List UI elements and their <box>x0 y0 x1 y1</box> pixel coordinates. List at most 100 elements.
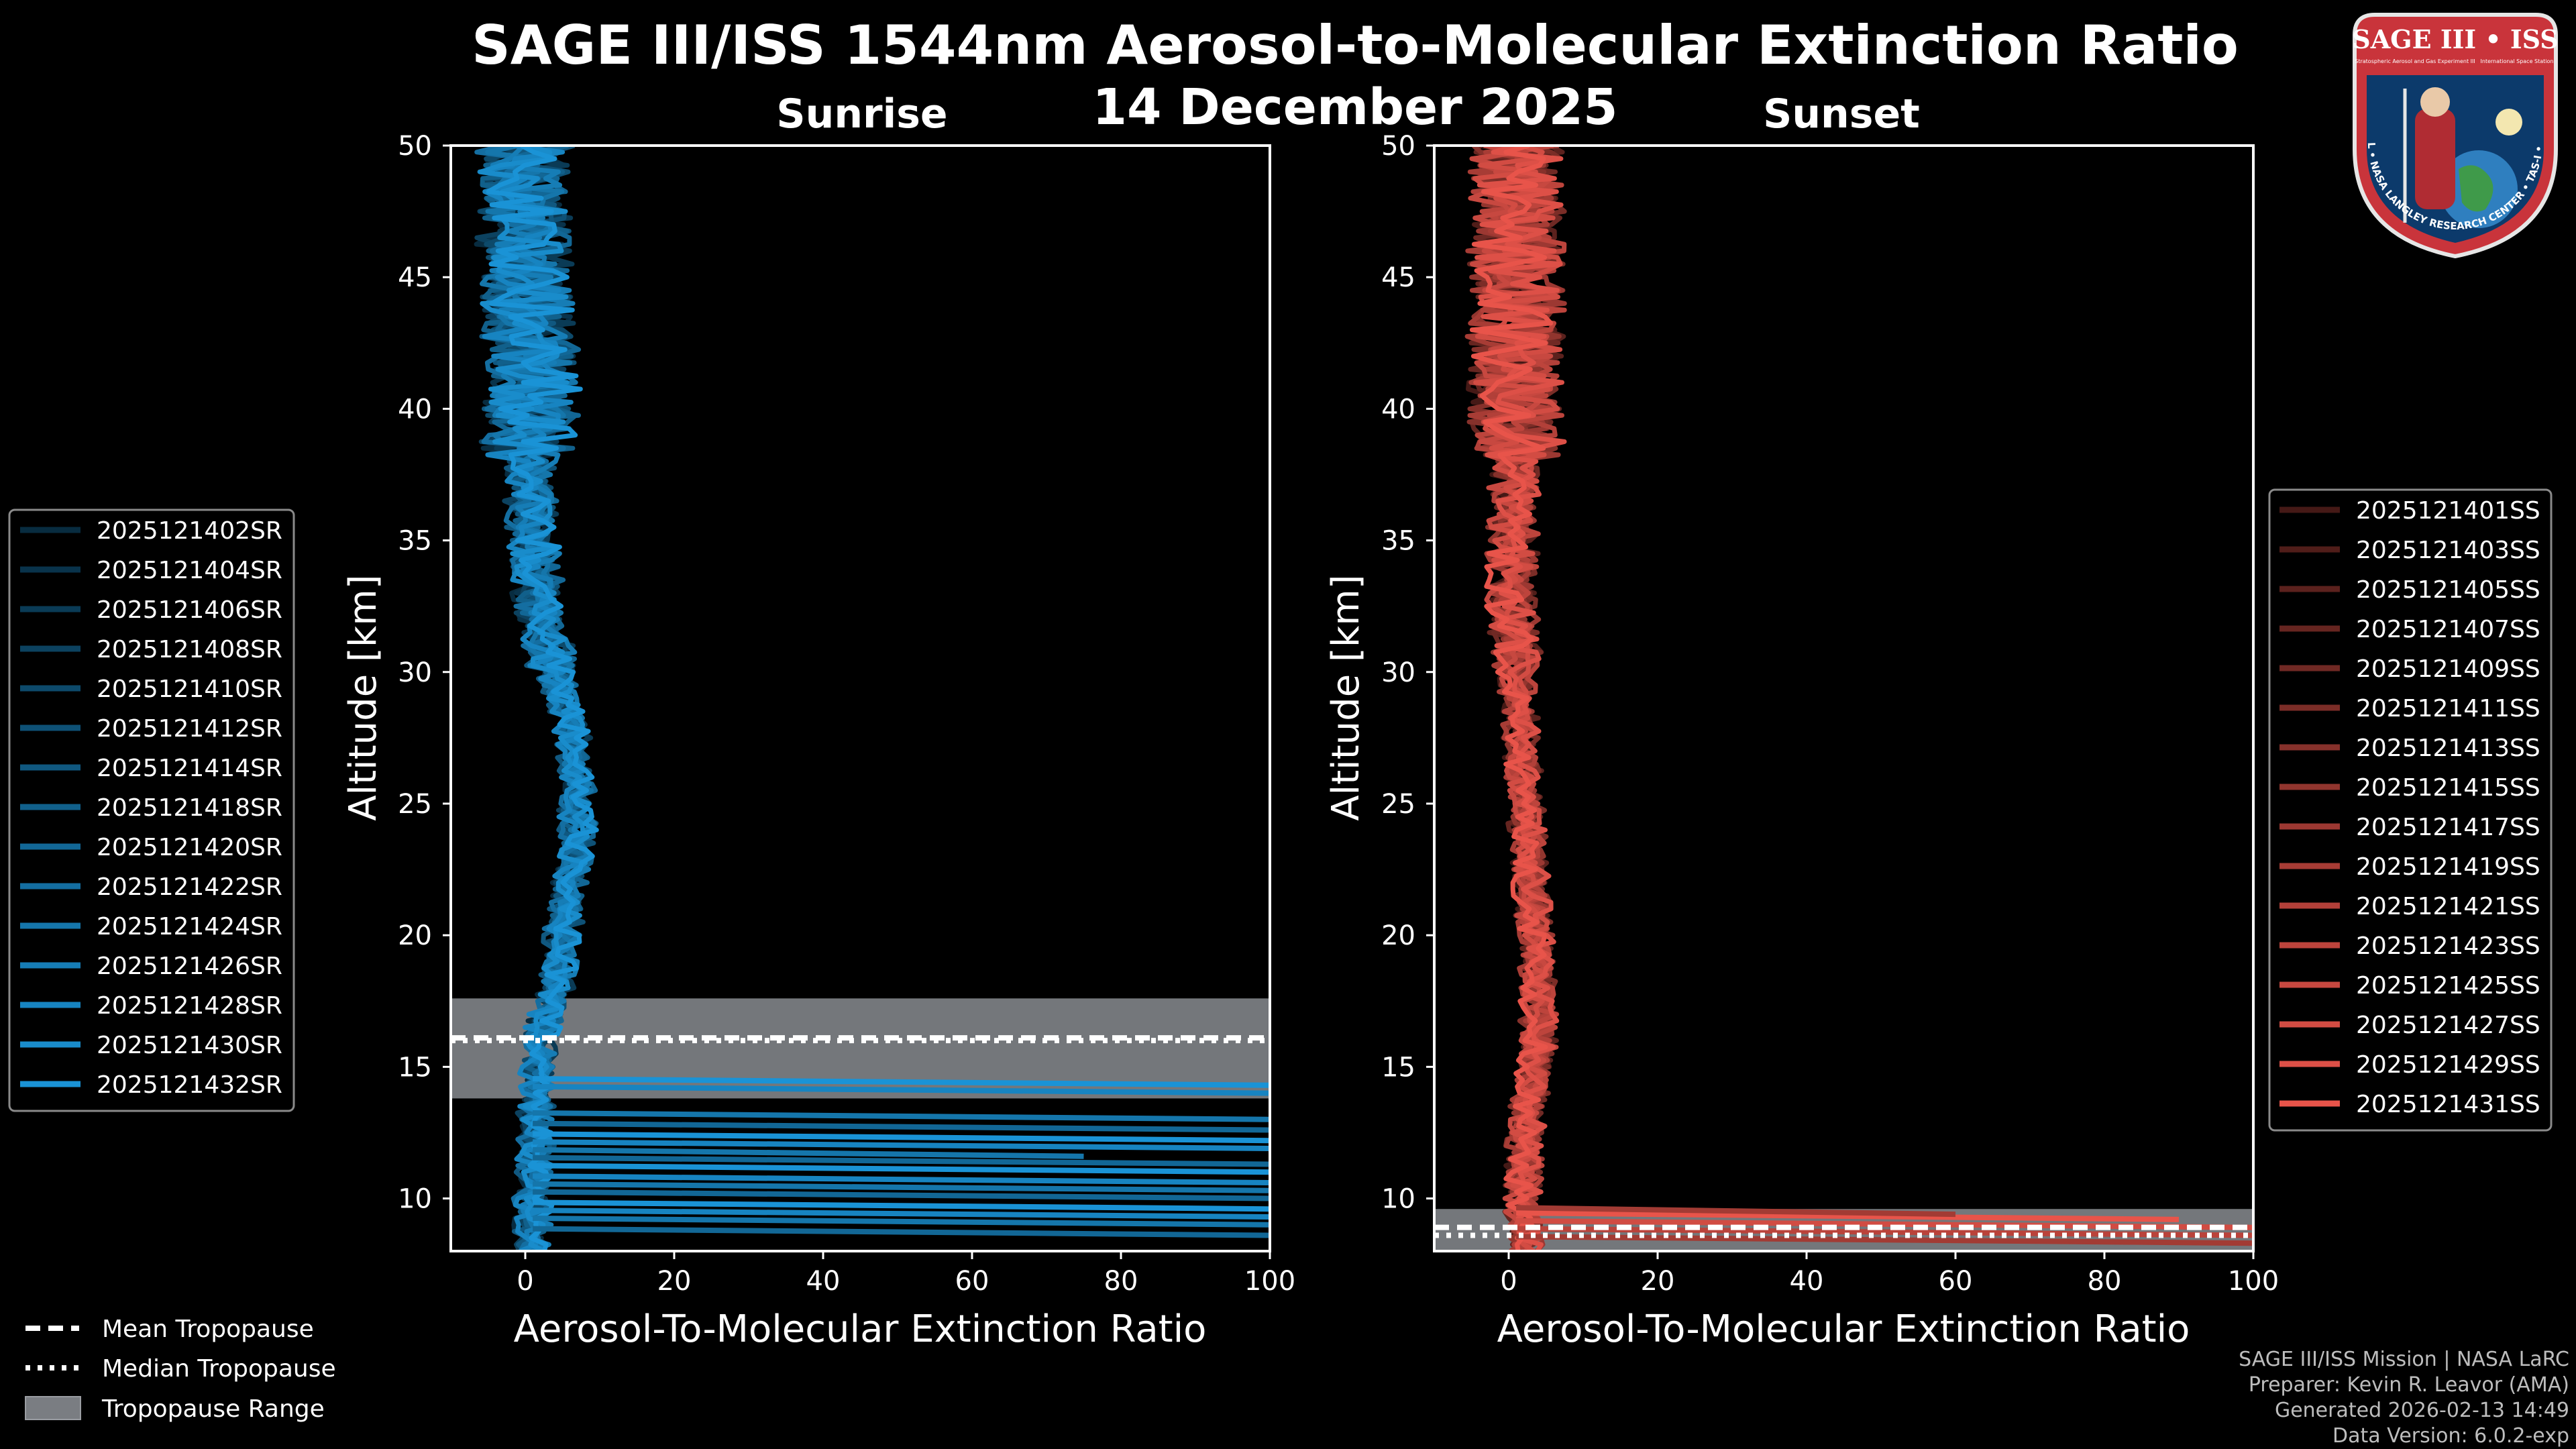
legend-label-2025121402SR: 2025121402SR <box>97 517 282 545</box>
y-tick-label: 40 <box>398 394 432 425</box>
x-tick-label: 100 <box>1244 1266 1295 1297</box>
logo-figure-head <box>2420 87 2450 117</box>
chart-title: SAGE III/ISS 1544nm Aerosol-to-Molecular… <box>472 14 2239 76</box>
profile-spike <box>533 1120 1270 1133</box>
y-tick-label: 25 <box>398 789 432 820</box>
credit-mission: SAGE III/ISS Mission | NASA LaRC <box>2239 1348 2569 1371</box>
y-tick-label: 25 <box>1381 789 1415 820</box>
y-tick-label: 30 <box>1381 657 1415 688</box>
legend-label-2025121419SS: 2025121419SS <box>2356 853 2540 881</box>
x-tick-label: 80 <box>1104 1266 1138 1297</box>
sunset-ticks: 0 20 40 60 80 100 10 15 20 25 30 35 40 45 50 <box>1381 131 2279 1297</box>
x-tick-label: 100 <box>2228 1266 2279 1297</box>
y-tick-label: 10 <box>398 1184 432 1215</box>
legend-label-2025121431SS: 2025121431SS <box>2356 1091 2540 1118</box>
profile-spike <box>1516 1210 2180 1222</box>
legend-label-2025121403SS: 2025121403SS <box>2356 537 2540 564</box>
sunrise-x-axis-label: Aerosol-To-Molecular Extinction Ratio <box>514 1307 1207 1351</box>
sage-iii-iss-logo: SAGE III • ISS Stratospheric Aerosol and… <box>2341 8 2559 259</box>
legend-label-2025121421SS: 2025121421SS <box>2356 893 2540 920</box>
sunset-legend-box <box>2268 488 2553 1132</box>
logo-title: SAGE III • ISS <box>2352 24 2558 54</box>
y-tick-label: 40 <box>1381 394 1415 425</box>
sunset-x-axis-label: Aerosol-To-Molecular Extinction Ratio <box>1497 1307 2190 1351</box>
profile-spike <box>533 1181 1270 1193</box>
logo-subtitle-2: International Space Station <box>2481 58 2554 64</box>
y-tick-label: 35 <box>1381 526 1415 557</box>
x-tick-label: 60 <box>1939 1266 1973 1297</box>
profile-spike <box>1516 1234 2253 1246</box>
tropopause-range-label: Tropopause Range <box>101 1395 325 1423</box>
legend-label-2025121429SS: 2025121429SS <box>2356 1051 2540 1079</box>
legend-label-2025121417SS: 2025121417SS <box>2356 814 2540 841</box>
tropopause-legend: Mean Tropopause Median Tropopause Tropop… <box>25 1316 336 1423</box>
y-tick-label: 50 <box>1381 131 1415 162</box>
x-tick-label: 80 <box>2088 1266 2122 1297</box>
y-tick-label: 35 <box>398 526 432 557</box>
chart-subtitle: 14 December 2025 <box>1093 78 1618 136</box>
legend-label-2025121411SS: 2025121411SS <box>2356 695 2540 722</box>
credit-data-version: Data Version: 6.0.2-exp <box>2332 1424 2569 1448</box>
legend-label-2025121414SR: 2025121414SR <box>97 755 282 782</box>
profile-spike <box>1516 1226 2253 1238</box>
sunset-profiles <box>1464 146 2253 1251</box>
profile-spike <box>533 1131 1270 1144</box>
credits: SAGE III/ISS Mission | NASA LaRC Prepare… <box>2239 1348 2569 1448</box>
legend-label-2025121413SS: 2025121413SS <box>2356 735 2540 762</box>
legend-label-2025121422SR: 2025121422SR <box>97 873 282 901</box>
profile-spike <box>533 1146 1084 1159</box>
x-tick-label: 0 <box>1500 1266 1517 1297</box>
profile-spike <box>533 1155 1270 1167</box>
legend-label-2025121409SS: 2025121409SS <box>2356 655 2540 683</box>
sunrise-axes-frame <box>449 144 1271 1252</box>
profile-spike <box>533 1163 1270 1175</box>
panel-title-sunset: Sunset <box>1763 91 1920 138</box>
profile-spike <box>533 1189 1270 1201</box>
legend-label-2025121423SS: 2025121423SS <box>2356 932 2540 960</box>
legend-label-2025121405SS: 2025121405SS <box>2356 576 2540 604</box>
profile-spike <box>533 1173 1270 1185</box>
legend-label-2025121418SR: 2025121418SR <box>97 794 282 822</box>
profile-line-2025121426SR <box>489 146 597 1251</box>
profile-spike <box>533 1216 1270 1228</box>
panel-title-sunrise: Sunrise <box>776 91 947 138</box>
legend-label-2025121408SR: 2025121408SR <box>97 636 282 663</box>
sunset-y-axis-label: Altitude [km] <box>1324 574 1368 820</box>
y-tick-label: 15 <box>1381 1052 1415 1083</box>
y-tick-label: 50 <box>398 131 432 162</box>
sunrise-legend: 2025121402SR 2025121404SR 2025121406SR 2025… <box>8 508 295 1112</box>
legend-label-2025121432SR: 2025121432SR <box>97 1071 282 1099</box>
profile-spike <box>533 1076 1270 1088</box>
logo-continent <box>2459 165 2493 212</box>
y-tick-label: 20 <box>1381 920 1415 951</box>
logo-subtitle-1: Stratospheric Aerosol and Gas Experiment… <box>2355 58 2475 64</box>
mean-tropopause-label: Mean Tropopause <box>102 1316 314 1343</box>
sunset-tropopause-lines <box>1434 1224 2253 1238</box>
y-tick-label: 45 <box>398 262 432 293</box>
sunrise-legend-box <box>8 508 295 1112</box>
x-tick-label: 40 <box>806 1266 841 1297</box>
legend-label-2025121424SR: 2025121424SR <box>97 913 282 941</box>
legend-label-2025121425SS: 2025121425SS <box>2356 972 2540 1000</box>
legend-label-2025121406SR: 2025121406SR <box>97 596 282 624</box>
profile-spike <box>533 1208 1270 1220</box>
credit-generated: Generated 2026-02-13 14:49 <box>2275 1399 2569 1422</box>
profile-spike <box>533 1226 1270 1238</box>
sunrise-panel: 0 20 40 60 80 100 10 15 20 25 30 35 40 45 50 Aerosol-T… <box>341 131 1295 1351</box>
legend-label-2025121412SR: 2025121412SR <box>97 715 282 743</box>
logo-figure <box>2415 109 2455 209</box>
legend-label-2025121410SR: 2025121410SR <box>97 676 282 703</box>
profile-spike <box>533 1083 1270 1096</box>
profile-line-2025121432SR <box>486 146 599 1251</box>
x-tick-label: 20 <box>1641 1266 1675 1297</box>
sunset-panel: 0 20 40 60 80 100 10 15 20 25 30 35 40 45 50 Aerosol-T… <box>1324 131 2279 1351</box>
sunrise-ticks: 0 20 40 60 80 100 10 15 20 25 30 35 40 45 50 <box>398 131 1295 1297</box>
x-tick-label: 40 <box>1790 1266 1824 1297</box>
profile-line-2025121431SS <box>1469 146 1554 1251</box>
profile-spike <box>533 1110 1270 1122</box>
legend-label-2025121420SR: 2025121420SR <box>97 834 282 861</box>
sunrise-y-axis-label: Altitude [km] <box>341 574 385 820</box>
logo-moon <box>2496 109 2522 136</box>
